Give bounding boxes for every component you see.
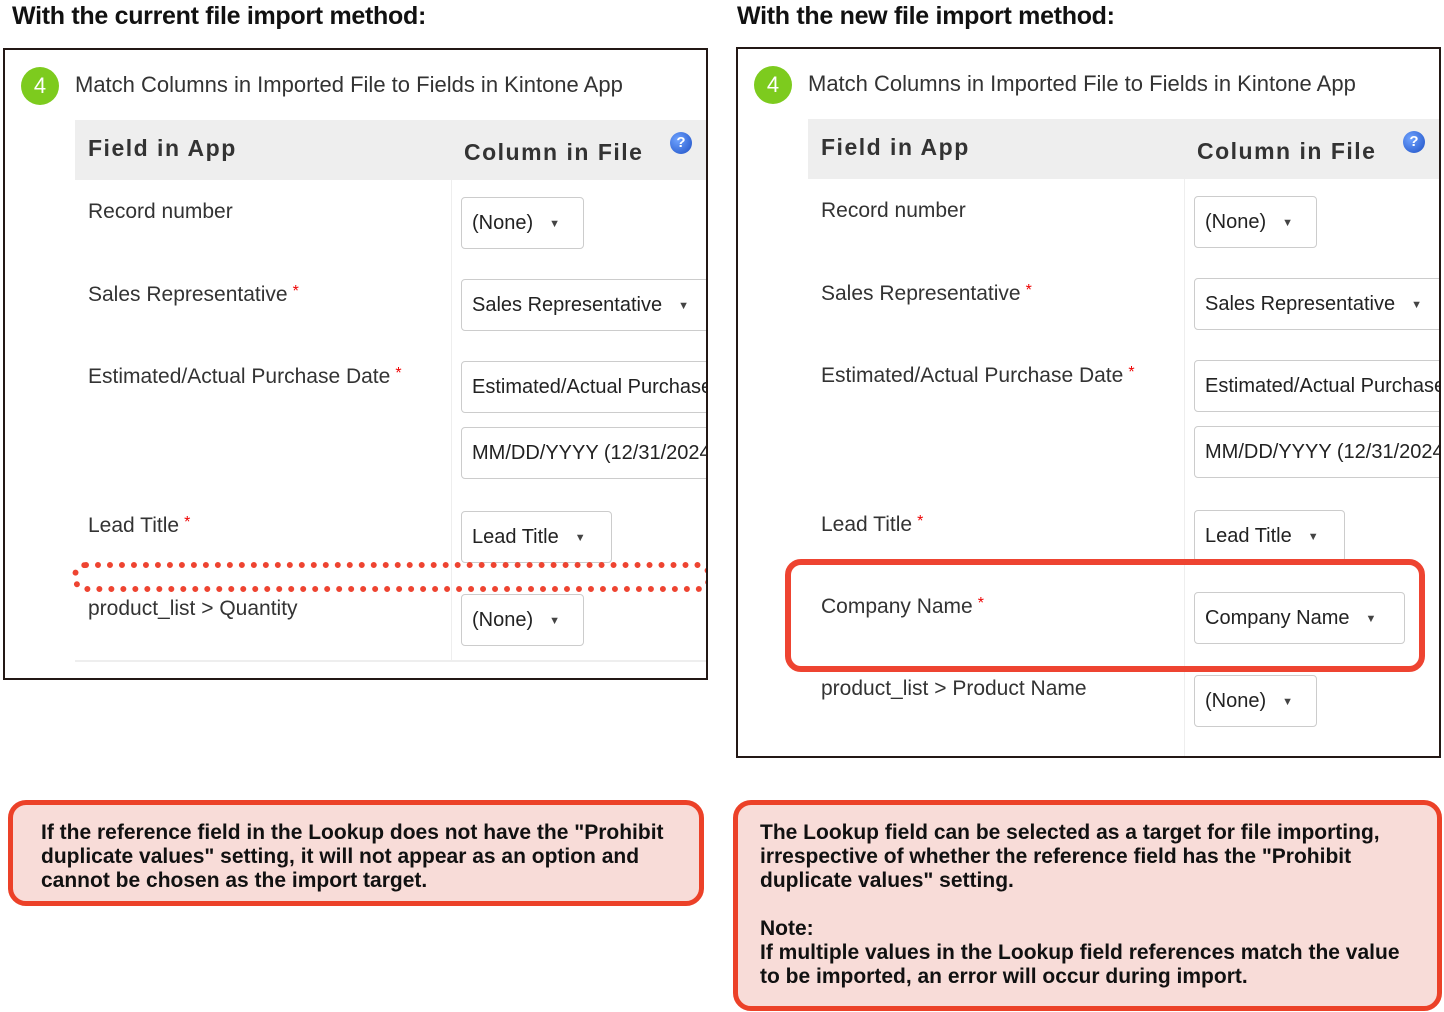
column-divider <box>1184 179 1185 756</box>
help-icon[interactable]: ? <box>1403 131 1425 153</box>
dropdown-arrow-icon: ▼ <box>574 531 586 544</box>
column-select[interactable]: Estimated/Actual Purchase Date <box>461 361 706 413</box>
field-label: Record number <box>821 199 966 222</box>
field-label: Sales Representative * <box>821 282 1032 305</box>
dropdown-arrow-icon: ▼ <box>1282 216 1294 229</box>
header-field-in-app: Field in App <box>821 134 970 160</box>
column-select[interactable]: Estimated/Actual Purchase Date <box>1194 360 1439 412</box>
step-badge: 4 <box>754 66 792 104</box>
header-column-in-file: Column in File <box>1197 138 1377 164</box>
dropdown-arrow-icon: ▼ <box>1307 530 1319 543</box>
field-label: Record number <box>88 200 233 223</box>
new-method-callout: The Lookup field can be selected as a ta… <box>733 800 1442 1011</box>
column-select[interactable]: (None) ▼ <box>461 197 584 249</box>
new-method-panel: 4 Match Columns in Imported File to Fiel… <box>736 47 1441 758</box>
current-method-panel: 4 Match Columns in Imported File to Fiel… <box>3 48 708 680</box>
current-method-callout: If the reference field in the Lookup doe… <box>8 800 704 906</box>
panel-title: Match Columns in Imported File to Fields… <box>75 72 623 97</box>
note-title: Note: <box>760 917 814 940</box>
missing-field-highlight <box>72 562 706 592</box>
help-icon[interactable]: ? <box>670 132 692 154</box>
column-select[interactable]: (None) ▼ <box>1194 675 1317 727</box>
dropdown-arrow-icon: ▼ <box>549 614 561 627</box>
column-select[interactable]: Lead Title ▼ <box>461 511 612 563</box>
column-select[interactable]: (None) ▼ <box>461 594 584 646</box>
field-label: Company Name * <box>821 595 984 618</box>
field-label: product_list > Quantity <box>88 597 298 620</box>
header-column-in-file: Column in File <box>464 139 644 165</box>
field-label: Estimated/Actual Purchase Date * <box>88 365 402 388</box>
column-select[interactable]: (None) ▼ <box>1194 196 1317 248</box>
column-divider <box>451 180 452 660</box>
table-header: Field in App Column in File ? <box>808 119 1439 179</box>
dropdown-arrow-icon: ▼ <box>1365 612 1377 625</box>
dropdown-arrow-icon: ▼ <box>1282 695 1294 708</box>
field-label: Lead Title * <box>821 513 924 536</box>
dropdown-arrow-icon: ▼ <box>1411 298 1422 311</box>
right-heading: With the new file import method: <box>737 2 1115 30</box>
callout-text: If the reference field in the Lookup doe… <box>41 821 664 892</box>
dropdown-arrow-icon: ▼ <box>678 299 689 312</box>
panel-title: Match Columns in Imported File to Fields… <box>808 71 1356 96</box>
dropdown-arrow-icon: ▼ <box>549 217 561 230</box>
note-text: If multiple values in the Lookup field r… <box>760 941 1400 988</box>
date-format-select[interactable]: MM/DD/YYYY (12/31/2024) <box>461 427 706 479</box>
table-bottom-line <box>75 660 706 662</box>
field-label: Lead Title * <box>88 514 191 537</box>
column-select[interactable]: Lead Title ▼ <box>1194 510 1345 562</box>
new-field-highlight <box>785 559 1425 672</box>
column-select[interactable]: Sales Representative ▼ <box>461 279 706 331</box>
column-select[interactable]: Company Name ▼ <box>1194 592 1405 644</box>
step-badge: 4 <box>21 67 59 105</box>
field-label: Sales Representative * <box>88 283 299 306</box>
column-select[interactable]: Sales Representative ▼ <box>1194 278 1439 330</box>
field-label: Estimated/Actual Purchase Date * <box>821 364 1135 387</box>
callout-text: The Lookup field can be selected as a ta… <box>760 821 1380 892</box>
date-format-select[interactable]: MM/DD/YYYY (12/31/2024) <box>1194 426 1439 478</box>
left-heading: With the current file import method: <box>12 2 426 30</box>
header-field-in-app: Field in App <box>88 135 237 161</box>
field-label: product_list > Product Name <box>821 677 1087 700</box>
table-header: Field in App Column in File ? <box>75 120 706 180</box>
